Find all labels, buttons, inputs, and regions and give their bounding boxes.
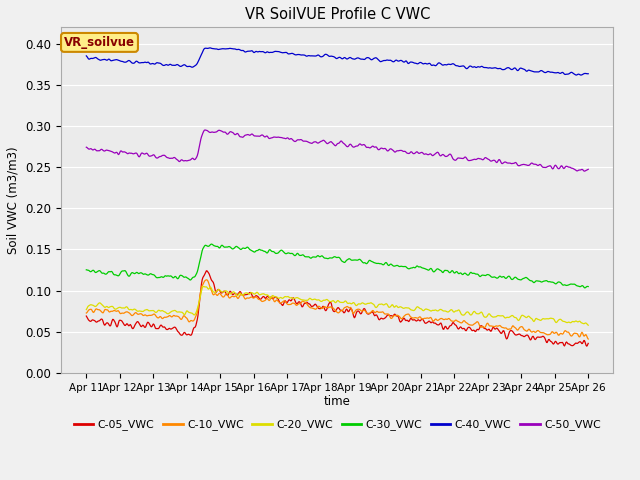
Y-axis label: Soil VWC (m3/m3): Soil VWC (m3/m3) [7, 146, 20, 254]
Legend: C-05_VWC, C-10_VWC, C-20_VWC, C-30_VWC, C-40_VWC, C-50_VWC: C-05_VWC, C-10_VWC, C-20_VWC, C-30_VWC, … [70, 415, 605, 435]
Line: C-50_VWC: C-50_VWC [86, 130, 588, 171]
Line: C-40_VWC: C-40_VWC [86, 48, 588, 75]
Line: C-05_VWC: C-05_VWC [86, 271, 588, 346]
Line: C-20_VWC: C-20_VWC [86, 287, 588, 325]
Line: C-30_VWC: C-30_VWC [86, 244, 588, 288]
X-axis label: time: time [324, 396, 351, 408]
Title: VR SoilVUE Profile C VWC: VR SoilVUE Profile C VWC [244, 7, 430, 22]
Line: C-10_VWC: C-10_VWC [86, 280, 588, 339]
Text: VR_soilvue: VR_soilvue [64, 36, 135, 49]
